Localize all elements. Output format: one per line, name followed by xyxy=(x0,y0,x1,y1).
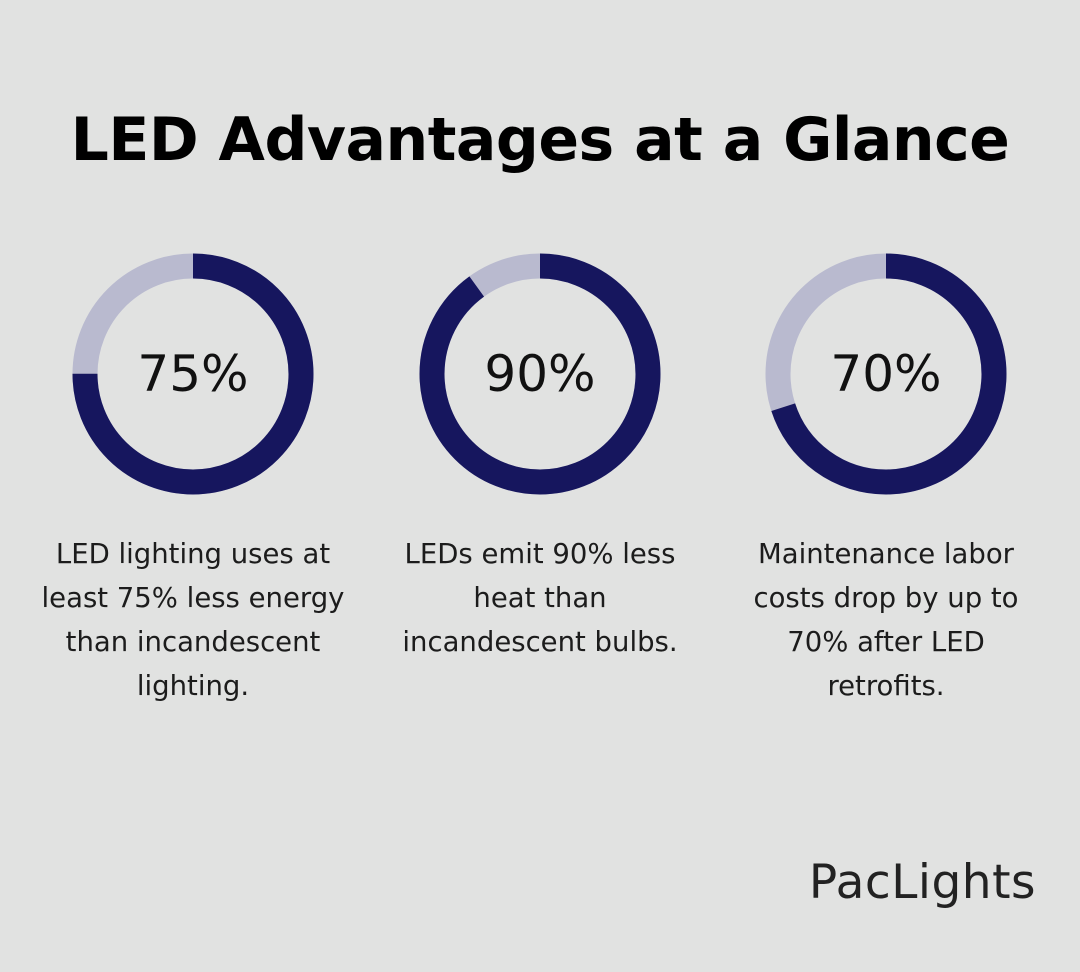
donut-chart-2 xyxy=(419,253,661,495)
stat-card-1: 75% LED lighting uses at least 75% less … xyxy=(33,252,353,708)
donut-chart-3 xyxy=(765,253,1007,495)
donut-value-label-2: 90% xyxy=(484,345,596,403)
donut-value-arc-2 xyxy=(419,253,661,495)
stat-description-1: LED lighting uses at least 75% less ener… xyxy=(41,538,345,702)
stat-description-2: LEDs emit 90% less heat than incandescen… xyxy=(402,538,678,658)
donut-value-arc-1 xyxy=(72,253,314,495)
donut-ring-1: 75% xyxy=(71,252,315,496)
stat-card-2: 90% LEDs emit 90% less heat than incande… xyxy=(380,252,700,664)
page-title: LED Advantages at a Glance xyxy=(70,105,1010,175)
donut-value-label-1: 75% xyxy=(137,345,249,403)
donut-ring-3: 70% xyxy=(764,252,1008,496)
donut-ring-2: 90% xyxy=(418,252,662,496)
donut-value-arc-3 xyxy=(765,253,1007,495)
donut-chart-1 xyxy=(72,253,314,495)
stat-card-3: 70% Maintenance labor costs drop by up t… xyxy=(726,252,1046,708)
donut-value-label-3: 70% xyxy=(830,345,942,403)
brand-logo: PacLights xyxy=(808,855,1036,910)
stat-description-3: Maintenance labor costs drop by up to 70… xyxy=(753,538,1019,702)
